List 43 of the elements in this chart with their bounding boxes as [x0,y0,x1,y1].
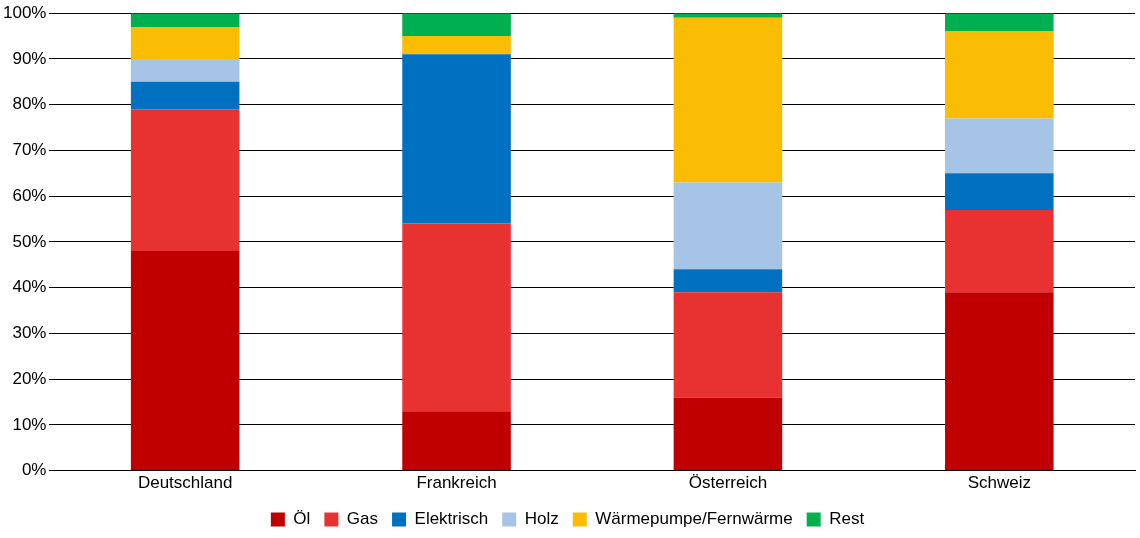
bar [130,13,240,27]
legend-label: Rest [829,509,865,529]
x-tick-label: Schweiz [967,473,1031,493]
bar [945,173,1054,210]
bar [945,209,1054,293]
y-tick-label: 40% [12,277,47,297]
y-tick-label: 30% [12,323,47,343]
bar [402,411,511,471]
y-tick-label: 90% [12,48,47,68]
bar [130,26,240,59]
bar [130,251,240,471]
bar [673,292,783,398]
bar [673,397,783,471]
x-tick-label: Frankreich [416,473,497,493]
y-tick-label: 20% [12,368,47,388]
bar [673,182,783,270]
y-tick-label: 80% [12,94,47,114]
y-tick-label: 50% [12,231,47,251]
bar [402,54,511,224]
bar [945,118,1054,174]
legend-label: Elektrisch [414,509,489,529]
bar [945,13,1054,32]
bar [130,58,240,82]
bar [130,81,240,110]
legend-label: Öl [293,509,311,529]
bar [130,109,240,252]
legend-label: Wärmepumpe/Fernwärme [595,509,793,529]
x-tick-label: Deutschland [137,473,233,493]
y-tick-label: 10% [12,414,47,434]
y-tick-label: 60% [12,185,47,205]
y-tick-label: 70% [12,140,47,160]
bar [673,269,783,293]
bar [945,292,1054,471]
bar [945,31,1054,119]
y-tick-label: 0% [21,460,47,480]
legend-label: Gas [346,509,379,529]
x-tick-label: Österreich [688,473,768,493]
legend-label: Holz [524,509,559,529]
bar [402,223,511,412]
bar [402,36,511,55]
y-tick-label: 100% [3,2,47,22]
bar [673,17,783,183]
bar [402,13,511,37]
